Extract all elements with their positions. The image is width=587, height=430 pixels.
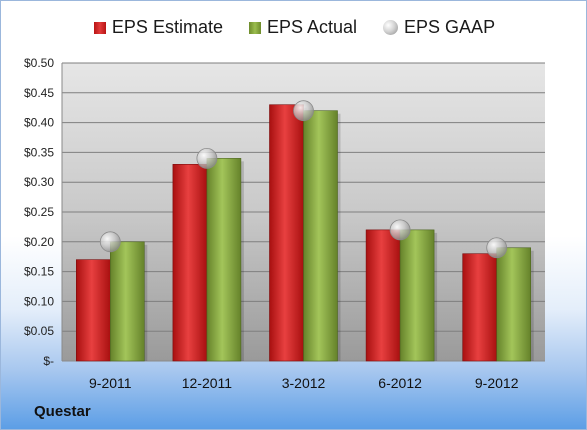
point-eps-gaap	[389, 219, 411, 241]
y-tick-label: $-	[43, 354, 54, 368]
x-tick-label: 12-2011	[182, 375, 233, 391]
bar-eps-actual	[399, 229, 435, 362]
bar-eps-estimate	[269, 104, 304, 362]
gaap-bubble-icon	[383, 20, 399, 35]
x-tick-label: 9-2011	[89, 375, 132, 391]
legend: EPS Estimate EPS Actual EPS GAAP	[1, 17, 586, 38]
legend-label-actual: EPS Actual	[266, 17, 358, 37]
bar-eps-actual	[110, 241, 145, 362]
point-eps-gaap	[99, 231, 121, 253]
y-tick-label: $0.45	[24, 86, 54, 100]
y-tick-label: $0.30	[24, 175, 54, 189]
y-tick-label: $0.40	[24, 116, 54, 130]
company-name: Questar	[34, 403, 91, 420]
estimate-swatch-icon	[93, 21, 106, 34]
y-tick-label: $0.10	[24, 294, 54, 308]
legend-item-gaap: EPS GAAP	[383, 17, 495, 38]
actual-swatch-icon	[248, 21, 261, 34]
y-tick-label: $0.05	[24, 324, 54, 338]
bar-eps-estimate	[76, 259, 111, 362]
legend-label-gaap: EPS GAAP	[404, 17, 496, 37]
legend-item-estimate: EPS Estimate	[93, 17, 223, 38]
bar-eps-estimate	[365, 229, 401, 362]
legend-label-estimate: EPS Estimate	[111, 17, 223, 37]
y-tick-label: $0.15	[24, 265, 54, 279]
bar-eps-estimate	[462, 253, 498, 362]
x-tick-label: 3-2012	[282, 375, 326, 391]
bar-eps-actual	[206, 158, 242, 362]
x-tick-label: 9-2012	[475, 375, 519, 391]
y-tick-label: $0.50	[24, 56, 54, 70]
y-tick-label: $0.20	[24, 235, 54, 249]
bar-eps-estimate	[172, 164, 208, 362]
point-eps-gaap	[293, 100, 314, 122]
y-tick-label: $0.35	[24, 145, 54, 159]
bar-eps-actual	[303, 110, 338, 362]
point-eps-gaap	[196, 147, 218, 169]
bar-eps-actual	[496, 247, 532, 362]
y-tick-label: $0.25	[24, 205, 54, 219]
point-eps-gaap	[486, 237, 508, 259]
legend-item-actual: EPS Actual	[248, 17, 358, 38]
x-tick-label: 6-2012	[378, 375, 422, 391]
